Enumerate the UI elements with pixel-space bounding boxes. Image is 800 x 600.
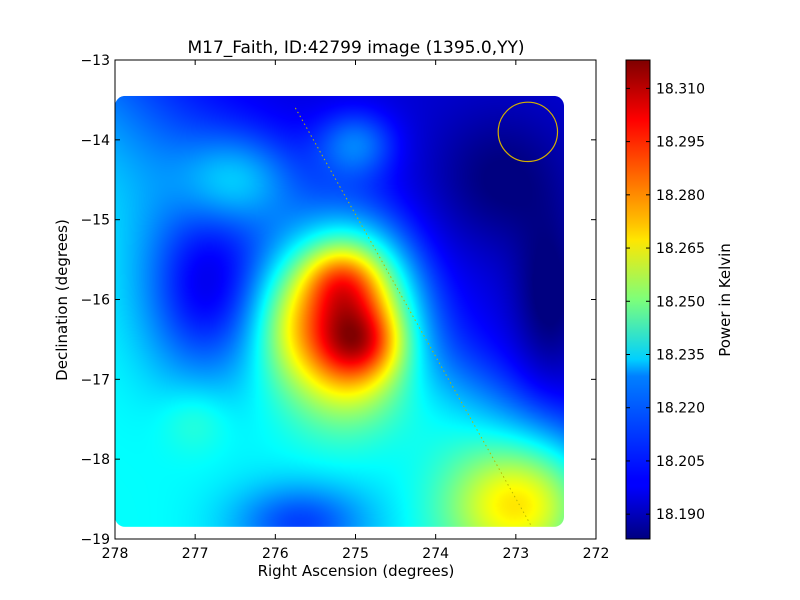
y-axis-ticks: −13 −14 −15 −16 −17 −18 −19 bbox=[80, 53, 596, 548]
y-tick-label: −14 bbox=[80, 133, 110, 149]
colorbar-tick-label: 18.190 bbox=[656, 507, 705, 523]
colorbar-tick-label: 18.250 bbox=[656, 294, 705, 310]
heatmap-image bbox=[115, 95, 564, 527]
y-tick-label: −16 bbox=[80, 293, 110, 309]
y-tick-label: −17 bbox=[80, 372, 110, 388]
colorbar-tick-label: 18.265 bbox=[656, 241, 705, 257]
x-tick-label: 274 bbox=[422, 546, 449, 562]
colorbar-tick-label: 18.220 bbox=[656, 401, 705, 417]
x-tick-label: 278 bbox=[102, 546, 129, 562]
colorbar-tick-label: 18.205 bbox=[656, 454, 705, 470]
colorbar-ticks: 18.190 18.205 18.220 18.235 18.250 18.265 18.2… bbox=[626, 81, 705, 523]
colorbar-tick-label: 18.280 bbox=[656, 188, 705, 204]
x-tick-label: 275 bbox=[342, 546, 369, 562]
beam-circle bbox=[497, 101, 559, 163]
overlay-layer bbox=[294, 101, 559, 528]
colorbar: 18.190 18.205 18.220 18.235 18.250 18.265 18.2… bbox=[625, 59, 734, 540]
x-tick-label: 276 bbox=[262, 546, 289, 562]
x-axis-label: Right Ascension (degrees) bbox=[258, 562, 455, 580]
chart-title: M17_Faith, ID:42799 image (1395.0,YY) bbox=[188, 38, 525, 58]
colorbar-tick-label: 18.295 bbox=[656, 135, 705, 151]
x-tick-label: 272 bbox=[583, 546, 610, 562]
y-tick-label: −18 bbox=[80, 452, 110, 468]
x-tick-label: 273 bbox=[502, 546, 529, 562]
y-tick-label: −13 bbox=[80, 53, 110, 69]
y-tick-label: −19 bbox=[80, 532, 110, 548]
x-tick-label: 277 bbox=[182, 546, 209, 562]
colorbar-gradient bbox=[625, 59, 651, 540]
colorbar-label: Power in Kelvin bbox=[716, 243, 734, 357]
colorbar-tick-label: 18.235 bbox=[656, 347, 705, 363]
y-tick-label: −15 bbox=[80, 213, 110, 229]
plot-area: 278 277 276 275 274 273 272 −13 −14 −15 −16 −17 −18… bbox=[80, 53, 609, 562]
colorbar-tick-label: 18.310 bbox=[656, 81, 705, 97]
galactic-plane-line bbox=[294, 107, 533, 528]
y-axis-label: Declination (degrees) bbox=[53, 219, 71, 381]
x-axis-ticks: 278 277 276 275 274 273 272 bbox=[102, 60, 610, 562]
